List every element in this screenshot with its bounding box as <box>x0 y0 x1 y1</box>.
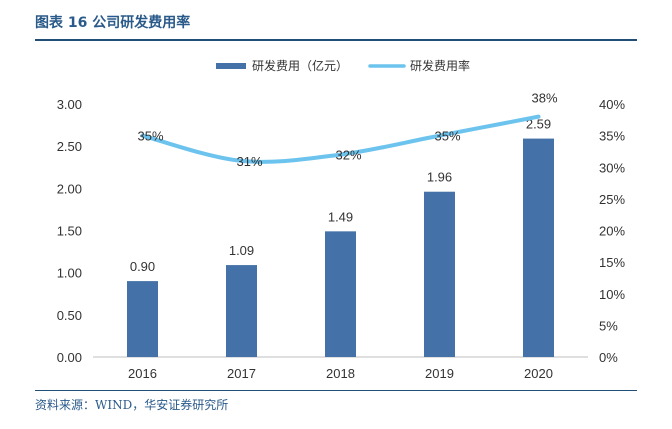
y-right-tick-label: 20% <box>599 224 625 239</box>
legend: 研发费用（亿元） 研发费用率 <box>216 58 470 73</box>
line-data-label: 31% <box>236 154 262 169</box>
y-right-tick-label: 15% <box>599 255 625 270</box>
y-right-tick-label: 25% <box>599 192 625 207</box>
y-right-tick-label: 5% <box>599 318 618 333</box>
line-data-label: 32% <box>335 148 361 163</box>
y-left-tick-label: 3.00 <box>57 97 82 112</box>
y-left-tick-label: 2.00 <box>57 181 82 196</box>
legend-label-bar: 研发费用（亿元） <box>252 58 348 73</box>
y-right-tick-label: 40% <box>599 97 625 112</box>
y-right-tick-label: 10% <box>599 287 625 302</box>
y-left-tick-label: 1.00 <box>57 266 82 281</box>
bar-data-label: 1.96 <box>427 170 452 185</box>
source-rule <box>35 390 637 391</box>
y-left-tick-label: 0.00 <box>57 350 82 365</box>
x-tick-label: 2020 <box>524 366 553 381</box>
x-tick-label: 2016 <box>128 366 157 381</box>
bar-data-label: 2.59 <box>526 117 551 132</box>
bar <box>523 138 554 357</box>
bar-series <box>127 138 554 357</box>
x-tick-label: 2019 <box>425 366 454 381</box>
line-data-label: 35% <box>434 129 460 144</box>
line-series <box>140 114 541 164</box>
y-left-tick-label: 0.50 <box>57 308 82 323</box>
line-data-labels: 35% 31% 32% 35% 38% <box>137 91 557 169</box>
axes: 0.00 0.50 1.00 1.50 2.00 2.50 3.00 0% 5% 10% 15% 20… <box>57 97 626 381</box>
bar-data-label: 1.49 <box>328 209 353 224</box>
x-tick-label: 2018 <box>326 366 355 381</box>
figure-title: 图表 16 公司研发费用率 <box>35 15 191 31</box>
y-left-tick-label: 1.50 <box>57 224 82 239</box>
x-tick-label: 2017 <box>227 366 256 381</box>
y-right-tick-label: 30% <box>599 160 625 175</box>
line-data-label: 35% <box>137 129 163 144</box>
line-data-label: 38% <box>531 91 557 106</box>
bar-data-labels: 0.90 1.09 1.49 1.96 2.59 <box>130 117 551 275</box>
bar-data-label: 0.90 <box>130 259 155 274</box>
y-left-tick-label: 2.50 <box>57 139 82 154</box>
line-path <box>140 114 541 164</box>
bar <box>226 265 257 357</box>
bar <box>424 191 455 357</box>
legend-label-line: 研发费用率 <box>410 58 470 73</box>
bar <box>325 231 356 357</box>
title-rule <box>35 39 637 41</box>
bar <box>127 281 158 357</box>
y-right-tick-label: 35% <box>599 129 625 144</box>
legend-swatch-bar <box>216 63 246 69</box>
source-note: 资料来源：WIND，华安证券研究所 <box>35 398 229 412</box>
bar-data-label: 1.09 <box>229 243 254 258</box>
y-right-tick-label: 0% <box>599 350 618 365</box>
